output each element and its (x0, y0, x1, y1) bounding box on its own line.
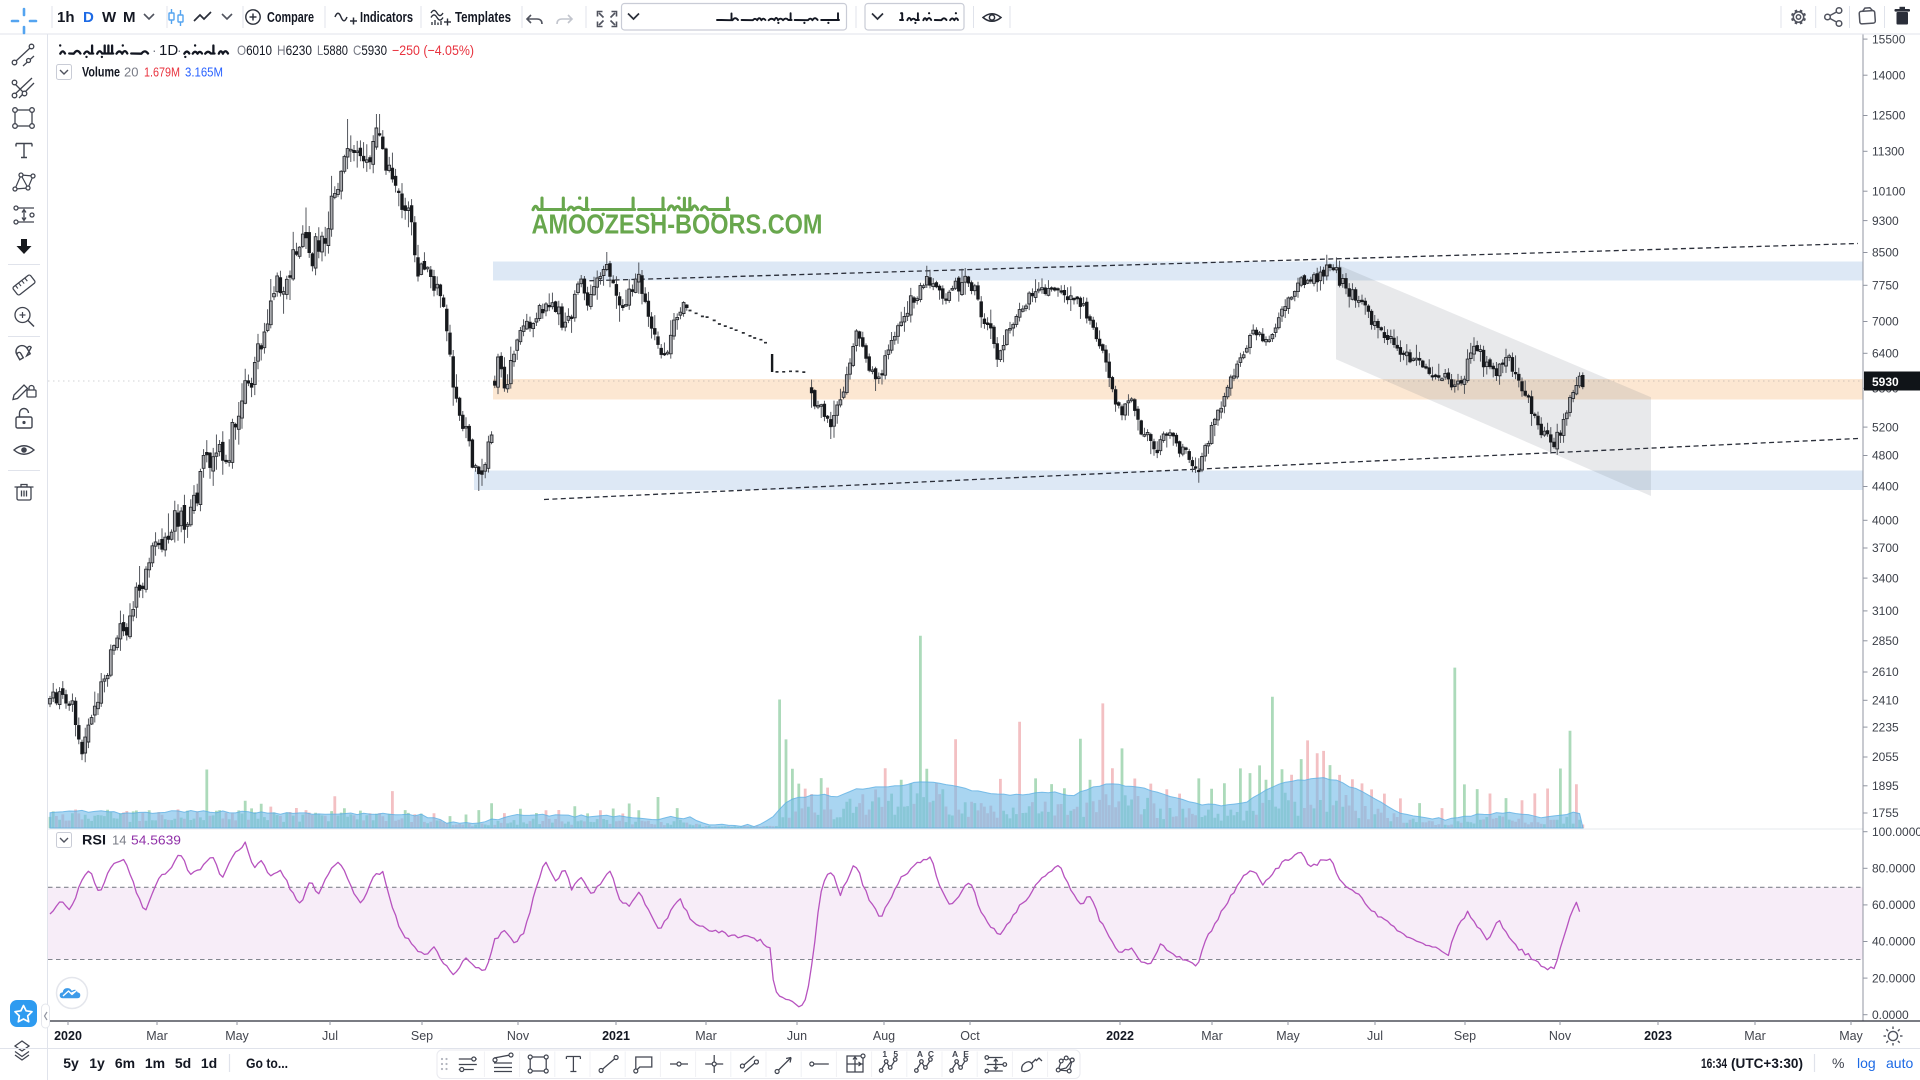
svg-text:Nov: Nov (1549, 1029, 1572, 1043)
svg-text:Jun: Jun (787, 1029, 807, 1043)
svg-text:Jul: Jul (322, 1029, 338, 1043)
svg-text:Mar: Mar (1201, 1029, 1223, 1043)
svg-text:20: 20 (124, 65, 138, 80)
svg-text:Aug: Aug (873, 1029, 895, 1043)
svg-text:1D: 1D (159, 42, 178, 59)
svg-text:Nov: Nov (507, 1029, 530, 1043)
svg-text:60.0000: 60.0000 (1872, 898, 1916, 912)
svg-text:4800: 4800 (1872, 449, 1899, 463)
svg-text:7750: 7750 (1872, 279, 1899, 293)
svg-text:auto: auto (1886, 1055, 1913, 1071)
svg-text:C: C (928, 1049, 934, 1059)
svg-text:Mar: Mar (146, 1029, 168, 1043)
svg-text:2022: 2022 (1106, 1029, 1134, 1043)
svg-text:H6230: H6230 (277, 42, 312, 58)
svg-text:11300: 11300 (1872, 145, 1905, 159)
svg-text:4400: 4400 (1872, 480, 1899, 494)
svg-text:12500: 12500 (1872, 109, 1906, 123)
svg-text:Sep: Sep (1454, 1029, 1476, 1043)
svg-text:2055: 2055 (1872, 750, 1899, 764)
svg-text:5d: 5d (175, 1055, 191, 1071)
svg-text:14000: 14000 (1872, 68, 1906, 82)
svg-text:100.0000: 100.0000 (1872, 825, 1920, 839)
svg-text:1755: 1755 (1872, 806, 1899, 820)
svg-text:4000: 4000 (1872, 514, 1899, 528)
svg-text:3.165M: 3.165M (185, 65, 223, 80)
svg-text:Sep: Sep (411, 1029, 433, 1043)
svg-text:3100: 3100 (1872, 604, 1899, 618)
svg-text:8500: 8500 (1872, 246, 1899, 260)
svg-text:·: · (152, 42, 157, 58)
svg-text:May: May (1839, 1029, 1863, 1043)
svg-text:log: log (1857, 1055, 1876, 1071)
svg-text:7000: 7000 (1872, 315, 1899, 329)
svg-text:9300: 9300 (1872, 214, 1899, 228)
svg-text:80.0000: 80.0000 (1872, 862, 1916, 876)
svg-text:0.0000: 0.0000 (1872, 1008, 1909, 1022)
svg-text:16:34: 16:34 (1701, 1056, 1727, 1071)
svg-text:RSI: RSI (82, 833, 106, 848)
svg-text:54.5639: 54.5639 (131, 833, 181, 848)
svg-text:5y: 5y (63, 1055, 79, 1071)
svg-text:·: · (177, 42, 182, 58)
svg-text:2610: 2610 (1872, 665, 1899, 679)
svg-text:Mar: Mar (1744, 1029, 1766, 1043)
svg-text:5: 5 (893, 1049, 898, 1059)
svg-text:Templates: Templates (455, 10, 511, 26)
svg-text:1.679M: 1.679M (144, 65, 180, 80)
svg-text:1895: 1895 (1872, 779, 1899, 793)
svg-text:AMOOZESH-BOORS.COM: AMOOZESH-BOORS.COM (532, 209, 823, 240)
svg-text:May: May (1276, 1029, 1300, 1043)
svg-text:6400: 6400 (1872, 347, 1899, 361)
svg-text:14: 14 (112, 833, 126, 848)
svg-text:L5880: L5880 (317, 42, 348, 58)
svg-text:Mar: Mar (695, 1029, 717, 1043)
svg-text:%: % (1832, 1055, 1844, 1071)
svg-text:O6010: O6010 (237, 42, 272, 58)
svg-text:Volume: Volume (82, 65, 120, 80)
svg-text:3400: 3400 (1872, 571, 1899, 585)
svg-text:May: May (225, 1029, 249, 1043)
svg-text:Go to...: Go to... (246, 1055, 288, 1071)
svg-text:20.0000: 20.0000 (1872, 971, 1916, 985)
svg-text:1y: 1y (89, 1055, 105, 1071)
svg-text:2850: 2850 (1872, 634, 1899, 648)
svg-text:(UTC+3:30): (UTC+3:30) (1731, 1055, 1803, 1071)
svg-text:A: A (917, 1049, 923, 1059)
svg-text:W: W (102, 9, 117, 26)
svg-text:D: D (83, 9, 94, 26)
svg-text:1h: 1h (57, 9, 75, 26)
svg-text:−250 (−4.05%): −250 (−4.05%) (392, 42, 474, 58)
svg-text:5200: 5200 (1872, 420, 1899, 434)
svg-text:Oct: Oct (960, 1029, 980, 1043)
svg-text:1d: 1d (201, 1055, 217, 1071)
svg-text:1m: 1m (145, 1055, 165, 1071)
svg-text:5930: 5930 (1872, 375, 1899, 389)
svg-text:2235: 2235 (1872, 720, 1899, 734)
svg-text:40.0000: 40.0000 (1872, 935, 1916, 949)
svg-text:15500: 15500 (1872, 32, 1906, 46)
svg-text:6m: 6m (115, 1055, 135, 1071)
svg-text:E: E (963, 1049, 969, 1059)
svg-text:2023: 2023 (1644, 1029, 1672, 1043)
svg-text:3700: 3700 (1872, 541, 1899, 555)
svg-text:10100: 10100 (1872, 184, 1906, 198)
svg-text:Jul: Jul (1367, 1029, 1383, 1043)
svg-text:Indicators: Indicators (360, 10, 413, 26)
svg-text:1: 1 (882, 1049, 887, 1059)
svg-text:C5930: C5930 (353, 42, 387, 58)
svg-text:M: M (123, 9, 136, 26)
svg-text:2020: 2020 (54, 1029, 82, 1043)
svg-text:A: A (952, 1049, 958, 1059)
svg-text:2021: 2021 (602, 1029, 630, 1043)
svg-text:Compare: Compare (267, 10, 314, 26)
svg-text:2410: 2410 (1872, 694, 1899, 708)
